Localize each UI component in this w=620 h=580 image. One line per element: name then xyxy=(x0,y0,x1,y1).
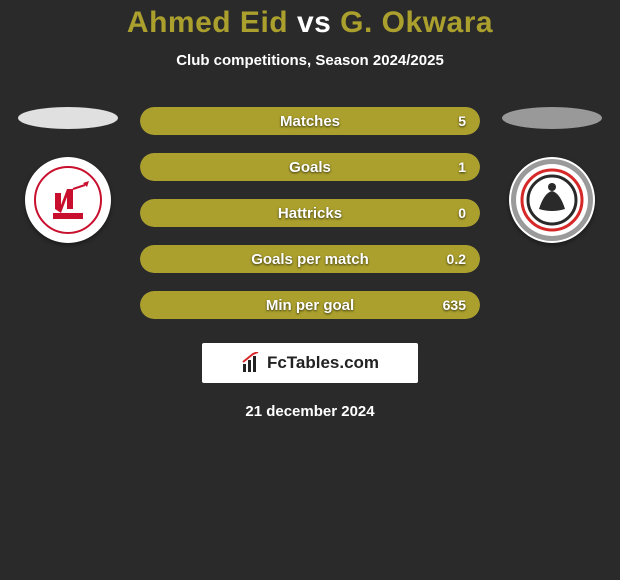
stat-bar: Matches5 xyxy=(140,107,480,135)
branding-text: FcTables.com xyxy=(267,353,379,373)
left-logo-column xyxy=(18,107,118,243)
main-row: Matches5Goals1Hattricks0Goals per match0… xyxy=(0,107,620,319)
bar-val-right: 5 xyxy=(458,107,466,135)
bar-label: Hattricks xyxy=(140,199,480,227)
left-ellipse xyxy=(18,107,118,129)
vs-label: vs xyxy=(297,6,331,39)
stat-bar: Goals per match0.2 xyxy=(140,245,480,273)
bar-val-right: 0.2 xyxy=(447,245,466,273)
crest-right-icon xyxy=(509,157,595,243)
stats-bars: Matches5Goals1Hattricks0Goals per match0… xyxy=(140,107,480,319)
right-logo-column xyxy=(502,107,602,243)
tala-ea-crest xyxy=(509,157,595,243)
bar-label: Min per goal xyxy=(140,291,480,319)
bar-val-right: 0 xyxy=(458,199,466,227)
subtitle: Club competitions, Season 2024/2025 xyxy=(176,52,444,69)
stat-bar: Hattricks0 xyxy=(140,199,480,227)
bar-chart-icon xyxy=(241,352,263,374)
bar-label: Goals per match xyxy=(140,245,480,273)
bar-label: Matches xyxy=(140,107,480,135)
bar-val-right: 635 xyxy=(443,291,466,319)
player1-name: Ahmed Eid xyxy=(127,6,288,39)
comparison-card: Ahmed Eid vs G. Okwara Club competitions… xyxy=(0,0,620,420)
player2-name: G. Okwara xyxy=(340,6,493,39)
bar-val-right: 1 xyxy=(458,153,466,181)
date-label: 21 december 2024 xyxy=(245,403,374,420)
stat-bar: Goals1 xyxy=(140,153,480,181)
right-ellipse xyxy=(502,107,602,129)
crest-left-icon xyxy=(33,165,103,235)
stat-bar: Min per goal635 xyxy=(140,291,480,319)
bar-label: Goals xyxy=(140,153,480,181)
page-title: Ahmed Eid vs G. Okwara xyxy=(127,6,493,40)
branding-badge: FcTables.com xyxy=(202,343,418,383)
zamalek-crest xyxy=(25,157,111,243)
